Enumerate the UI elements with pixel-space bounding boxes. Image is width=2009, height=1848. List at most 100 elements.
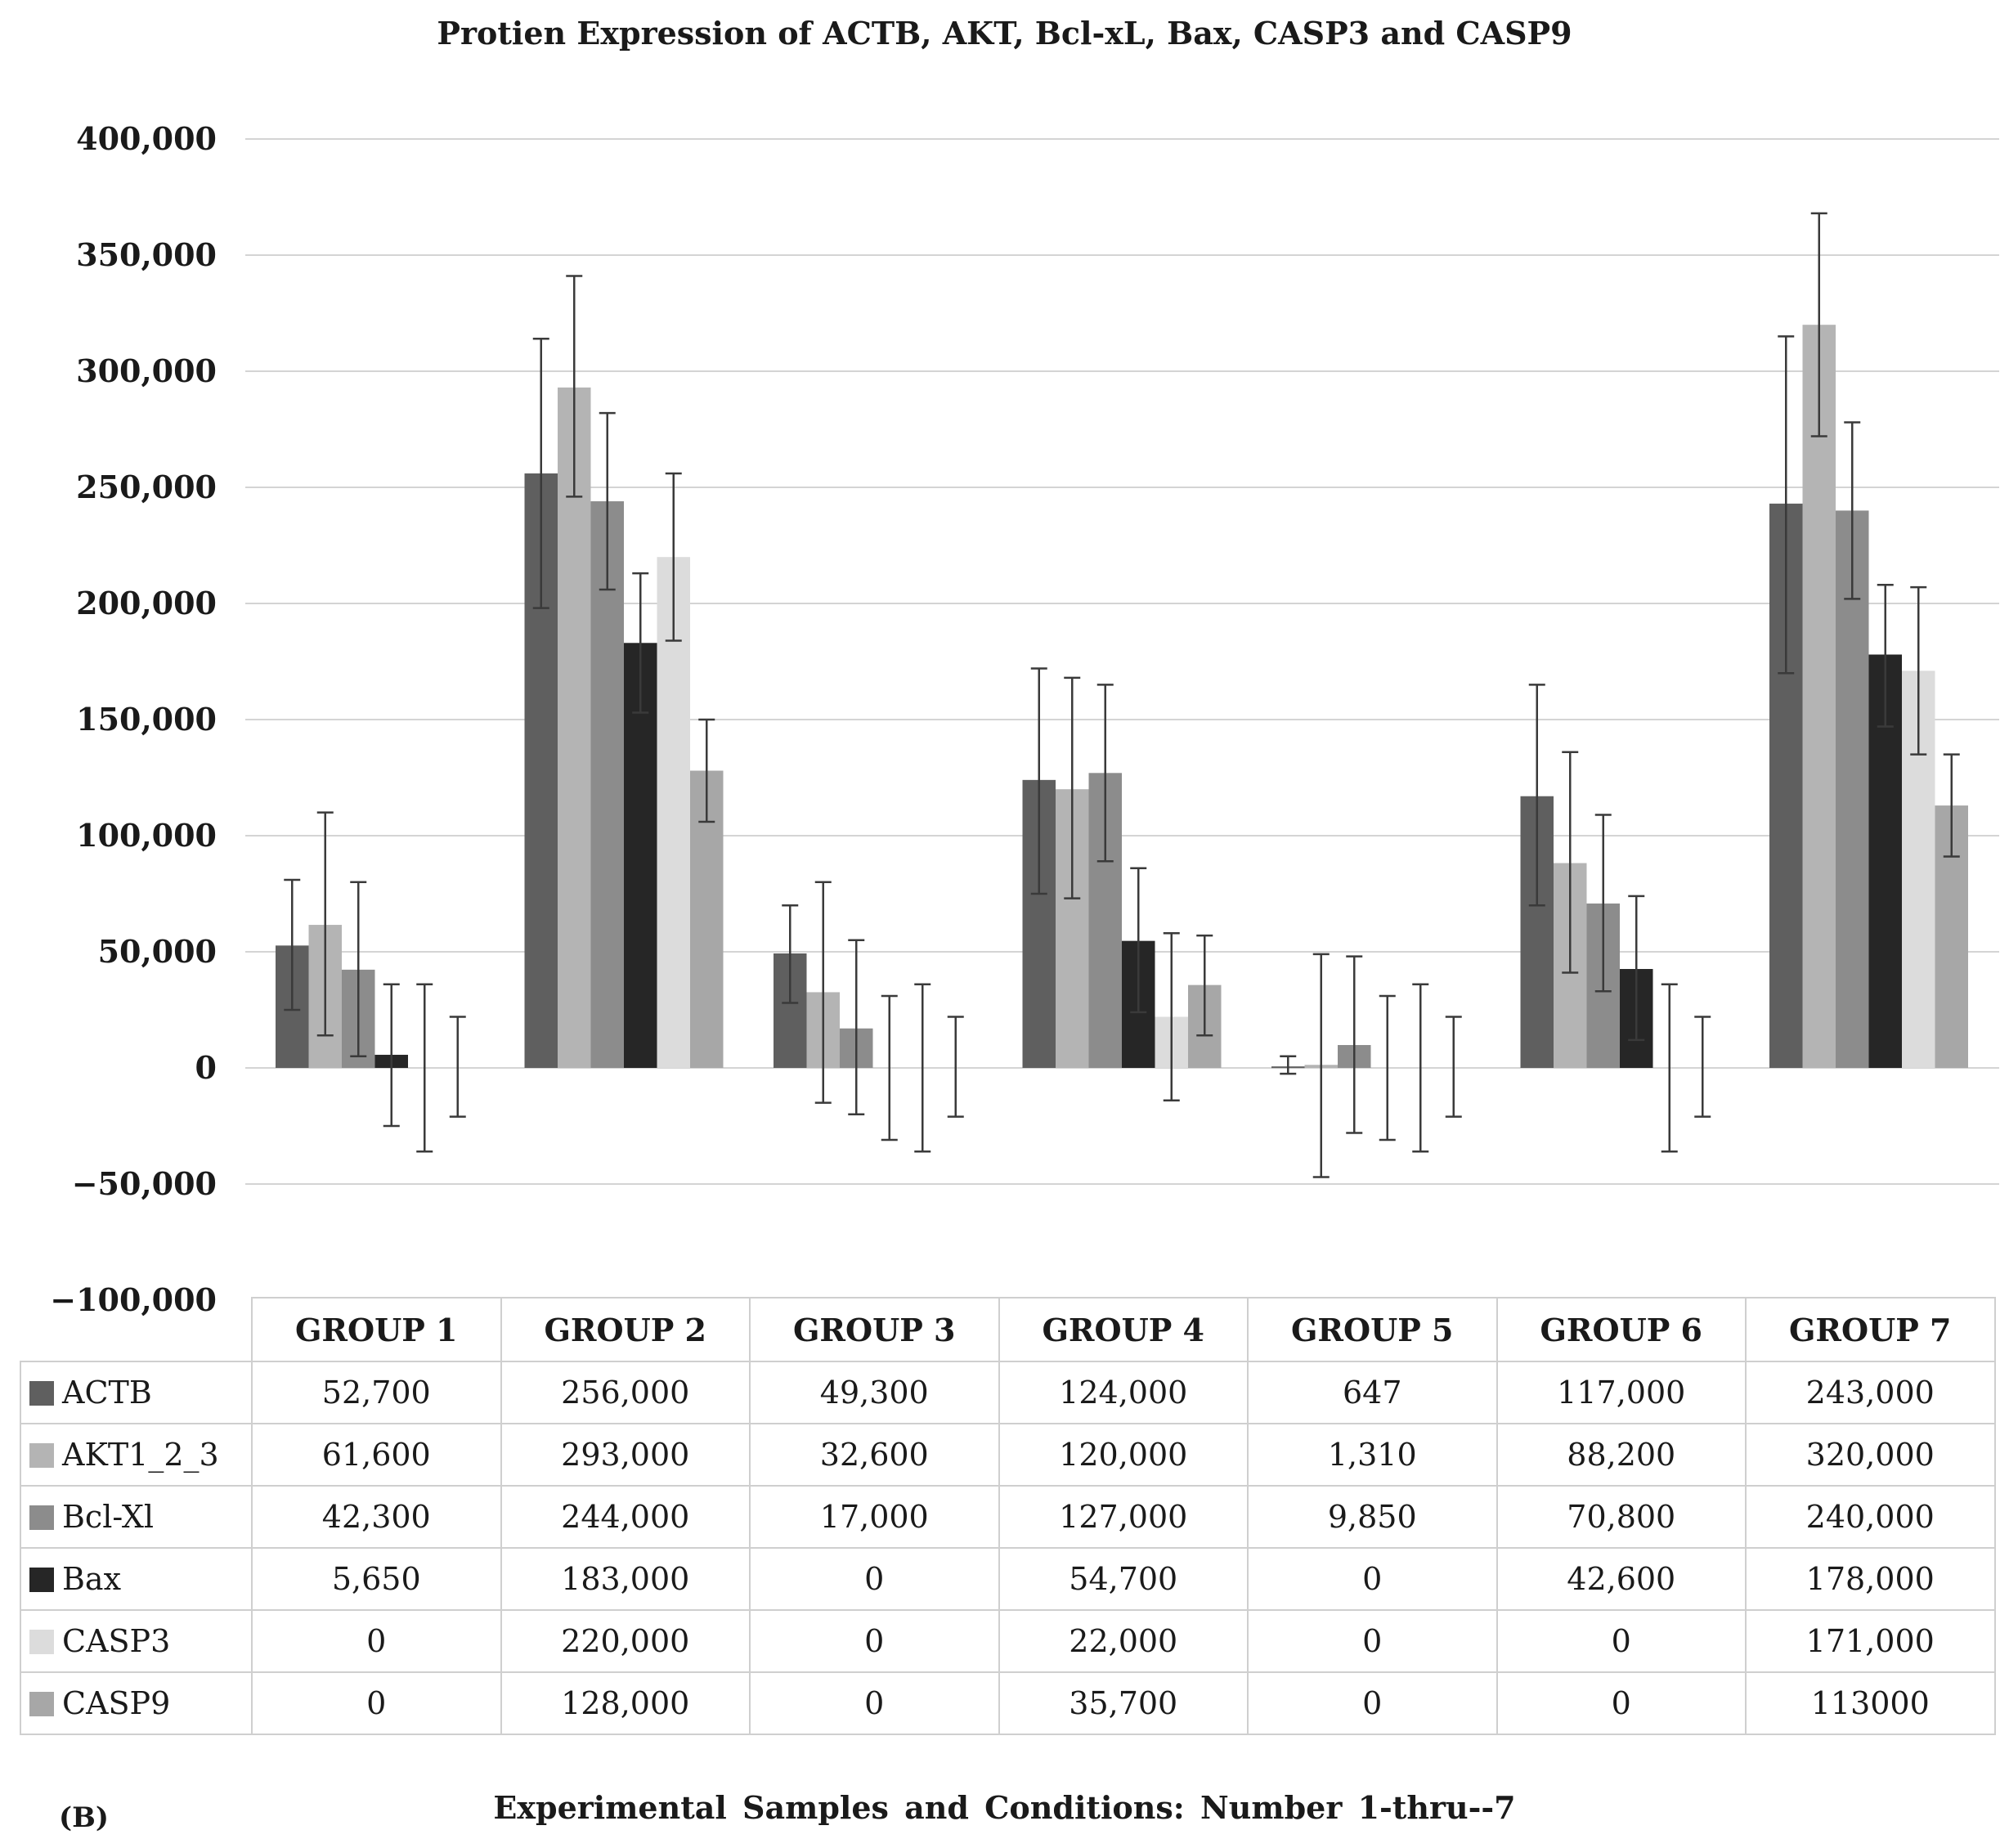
table-value: 5,650 [251,1547,502,1611]
table-value: 22,000 [998,1609,1249,1673]
table-value: 178,000 [1745,1547,1996,1611]
table-value: 32,600 [749,1423,1000,1487]
table-value: 0 [749,1671,1000,1735]
legend-entry: CASP9 [20,1671,253,1735]
legend-swatch [29,1692,54,1716]
table-value: 0 [1247,1671,1498,1735]
table-body: ACTB 52,700 256,000 49,300 124,000 647 117,000… [20,1361,1996,1735]
y-tick-label: 200,000 [76,585,217,621]
table-value: 647 [1247,1361,1498,1424]
table-row: Bcl-Xl 42,300 244,000 17,000 127,000 9,850 70,… [20,1485,1996,1549]
y-tick-label: 50,000 [98,933,217,970]
table-value: 244,000 [500,1485,751,1549]
legend-label: CASP9 [62,1685,171,1721]
table-value: 183,000 [500,1547,751,1611]
bar-bcl-xl [1836,510,1869,1068]
legend-label: CASP3 [62,1623,171,1659]
table-row: CASP9 0 128,000 0 35,700 0 0 113000 [20,1671,1996,1735]
table-value: 1,310 [1247,1423,1498,1487]
table-value: 293,000 [500,1423,751,1487]
table-value: 61,600 [251,1423,502,1487]
table-value: 0 [1247,1547,1498,1611]
x-axis-label: Experimental Samples and Conditions: Num… [493,1789,1516,1826]
legend-swatch [29,1630,54,1654]
legend-swatch [29,1505,54,1530]
bar-casp3 [657,557,690,1068]
table-header-row: GROUP 1 GROUP 2 GROUP 3 GROUP 4 GROUP 5 GROUP… [20,1297,1996,1362]
legend-swatch [29,1381,54,1406]
bar-chart: −100,000−50,000050,000100,000150,000200,… [50,120,1999,1318]
table-value: 320,000 [1745,1423,1996,1487]
table-value: 0 [1496,1671,1747,1735]
table-value: 113000 [1745,1671,1996,1735]
table-corner [20,1298,253,1362]
legend-entry: CASP3 [20,1609,253,1673]
legend-entry: Bcl-Xl [20,1485,253,1549]
table-value: 171,000 [1745,1609,1996,1673]
table-value: 243,000 [1745,1361,1996,1424]
legend-entry: ACTB [20,1361,253,1424]
table-value: 0 [1247,1609,1498,1673]
bars [276,325,1968,1069]
table-category-header: GROUP 3 [749,1297,1000,1362]
table-value: 124,000 [998,1361,1249,1424]
legend-swatch [29,1443,54,1468]
legend-label: Bcl-Xl [62,1499,155,1535]
table-value: 52,700 [251,1361,502,1424]
y-tick-label: 100,000 [76,817,217,854]
y-tick-label: 150,000 [76,701,217,738]
table-value: 42,600 [1496,1547,1747,1611]
bar-bcl-xl [590,501,624,1068]
table-value: 0 [251,1671,502,1735]
legend-label: Bax [62,1561,122,1597]
table-value: 49,300 [749,1361,1000,1424]
bar-akt1-2-3 [1802,325,1836,1068]
table-value: 128,000 [500,1671,751,1735]
table-row: AKT1_2_3 61,600 293,000 32,600 120,000 1,310 8… [20,1423,1996,1487]
y-tick-label: 0 [195,1049,217,1086]
legend-entry: AKT1_2_3 [20,1423,253,1487]
legend-label: AKT1_2_3 [62,1437,219,1473]
table-value: 0 [749,1609,1000,1673]
table-category-header: GROUP 6 [1496,1297,1747,1362]
table-value: 0 [1496,1609,1747,1673]
table-value: 117,000 [1496,1361,1747,1424]
y-tick-label: 350,000 [76,236,217,273]
legend-label: ACTB [62,1375,152,1411]
bar-bax [624,643,657,1068]
table-row: CASP3 0 220,000 0 22,000 0 0 171,000 [20,1609,1996,1673]
table-value: 17,000 [749,1485,1000,1549]
chart-title: Protien Expression of ACTB, AKT, Bcl-xL,… [437,15,1572,52]
table-value: 70,800 [1496,1485,1747,1549]
table-value: 35,700 [998,1671,1249,1735]
table-value: 120,000 [998,1423,1249,1487]
table-value: 256,000 [500,1361,751,1424]
table-value: 9,850 [1247,1485,1498,1549]
table-value: 127,000 [998,1485,1249,1549]
table-value: 88,200 [1496,1423,1747,1487]
y-tick-label: −50,000 [72,1165,217,1202]
table-value: 0 [749,1547,1000,1611]
table-value: 0 [251,1609,502,1673]
panel-label: (B) [59,1801,109,1834]
table-row: ACTB 52,700 256,000 49,300 124,000 647 117,000… [20,1361,1996,1424]
table-category-header: GROUP 1 [251,1297,502,1362]
y-axis-ticks: −100,000−50,000050,000100,000150,000200,… [50,120,217,1318]
y-tick-label: 400,000 [76,120,217,157]
table-category-header: GROUP 4 [998,1297,1249,1362]
data-table: GROUP 1 GROUP 2 GROUP 3 GROUP 4 GROUP 5 GROUP… [20,1297,1996,1735]
bar-akt1-2-3 [558,387,591,1068]
table-value: 220,000 [500,1609,751,1673]
legend-entry: Bax [20,1547,253,1611]
table-category-header: GROUP 7 [1745,1297,1996,1362]
table-value: 42,300 [251,1485,502,1549]
table-category-header: GROUP 2 [500,1297,751,1362]
legend-swatch [29,1568,54,1592]
y-tick-label: 250,000 [76,469,217,505]
table-row: Bax 5,650 183,000 0 54,700 0 42,600 178,000 [20,1547,1996,1611]
table-value: 54,700 [998,1547,1249,1611]
table-value: 240,000 [1745,1485,1996,1549]
y-tick-label: 300,000 [76,352,217,389]
table-category-header: GROUP 5 [1247,1297,1498,1362]
error-bars [284,212,1960,1178]
